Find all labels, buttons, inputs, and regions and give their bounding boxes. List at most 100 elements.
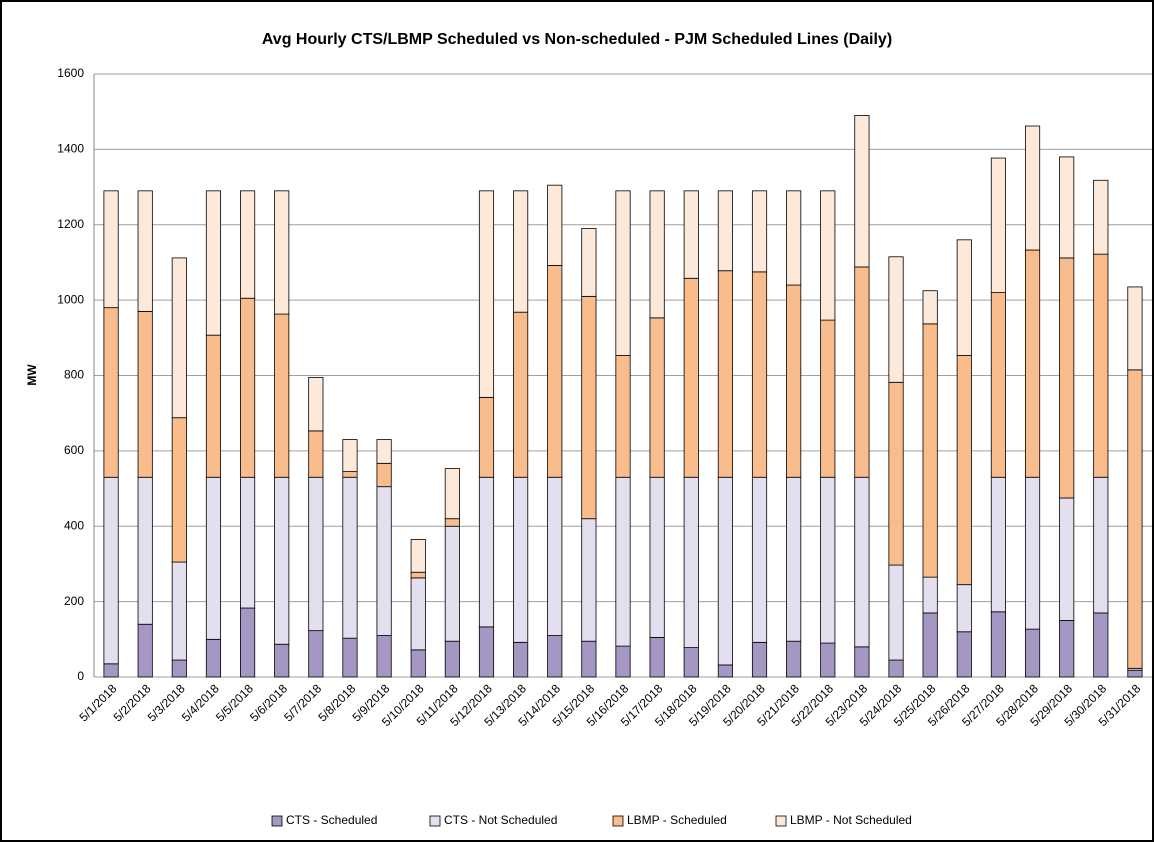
bar-segment <box>478 476 495 628</box>
bar-segment <box>717 190 733 272</box>
bar-segment <box>410 571 426 579</box>
bar-segment <box>922 290 938 325</box>
bar-segment <box>1093 612 1109 678</box>
bar-segment <box>1024 476 1041 630</box>
bar-segment <box>274 476 290 645</box>
bar-segment <box>956 239 972 356</box>
bar-segment <box>274 190 290 315</box>
y-tick-label: 400 <box>64 518 84 532</box>
legend-swatch <box>612 815 624 827</box>
y-tick-label: 1000 <box>57 292 84 306</box>
bar-segment <box>1059 257 1075 499</box>
y-tick-label: 1200 <box>57 217 84 231</box>
bar-segment <box>410 539 426 573</box>
bar-segment <box>103 663 119 678</box>
legend-swatch <box>775 815 787 827</box>
bar-segment <box>513 311 529 478</box>
bar-segment <box>513 641 529 678</box>
bar-segment <box>649 476 665 638</box>
bar-segment <box>205 334 222 478</box>
bar-segment <box>990 476 1006 613</box>
bar-segment <box>171 561 187 661</box>
bar-segment <box>308 630 324 678</box>
bar-segment <box>376 439 392 464</box>
bar-segment <box>683 277 699 478</box>
bar-segment <box>1024 628 1041 678</box>
bar-segment <box>240 297 256 478</box>
y-tick-label: 800 <box>64 368 84 382</box>
bar-segment <box>751 190 768 273</box>
y-tick-label: 0 <box>77 669 84 683</box>
bar-segment <box>581 518 597 642</box>
bar-segment <box>717 270 733 478</box>
y-axis-label: MW <box>25 364 39 386</box>
bar-segment <box>990 611 1006 678</box>
bar-segment <box>888 564 904 661</box>
bar-segment <box>308 430 324 478</box>
bar-segment <box>240 190 256 299</box>
bar-segment <box>615 355 631 478</box>
bar-segment <box>342 476 358 639</box>
bar-segment <box>956 631 972 678</box>
bar-segment <box>342 439 358 473</box>
bar-segment <box>308 476 324 632</box>
bar-segment <box>649 190 665 319</box>
bar-segment <box>888 381 904 566</box>
bar-segment <box>103 307 119 478</box>
bar-segment <box>751 641 768 678</box>
bar-segment <box>581 640 597 678</box>
y-tick-label: 1400 <box>57 142 84 156</box>
bar-segment <box>820 319 836 478</box>
bar-segment <box>1059 620 1075 678</box>
bar-segment <box>444 468 460 520</box>
bar-segment <box>410 649 426 678</box>
bar-segment <box>376 462 392 488</box>
legend-label: LBMP - Not Scheduled <box>790 813 912 827</box>
bar-segment <box>581 295 597 520</box>
bar-segment <box>137 623 153 678</box>
bar-segment <box>683 476 699 649</box>
bar-segment <box>649 637 665 678</box>
chart-title: Avg Hourly CTS/LBMP Scheduled vs Non-sch… <box>262 31 892 48</box>
bar-segment <box>854 266 870 478</box>
bar-segment <box>342 471 358 478</box>
bar-segment <box>649 317 665 478</box>
bar-segment <box>478 190 495 398</box>
bar-segment <box>1059 156 1075 259</box>
bar-segment <box>717 664 733 678</box>
bar-segment <box>171 659 187 678</box>
bar-segment <box>478 396 495 478</box>
legend-label: CTS - Not Scheduled <box>444 813 557 827</box>
bar-segment <box>547 476 563 636</box>
bar-segment <box>308 376 324 432</box>
bar-segment <box>922 576 938 614</box>
bar-segment <box>820 476 836 644</box>
bar-segment <box>581 228 597 297</box>
bar-segment <box>956 355 972 586</box>
bar-segment <box>615 476 631 647</box>
bar-segment <box>1127 369 1143 669</box>
bar-segment <box>240 607 256 678</box>
bar-segment <box>342 637 358 678</box>
bar-segment <box>854 476 870 648</box>
y-tick-label: 1600 <box>57 66 84 80</box>
bar-segment <box>786 476 802 642</box>
bar-segment <box>171 417 187 563</box>
bar-segment <box>205 190 222 336</box>
bar-segment <box>444 525 460 642</box>
bar-segment <box>1127 669 1143 678</box>
bar-segment <box>990 292 1006 478</box>
bar-segment <box>410 577 426 651</box>
bar-segment <box>854 115 870 268</box>
bar-segment <box>205 638 222 678</box>
bar-segment <box>854 646 870 678</box>
bar-segment <box>888 659 904 678</box>
bar-segment <box>786 640 802 678</box>
bar-segment <box>1127 286 1143 371</box>
bar-segment <box>103 190 119 309</box>
bar-segment <box>513 476 529 643</box>
legend-label: CTS - Scheduled <box>286 813 377 827</box>
bar-segment <box>615 190 631 356</box>
bar-segment <box>171 257 187 419</box>
